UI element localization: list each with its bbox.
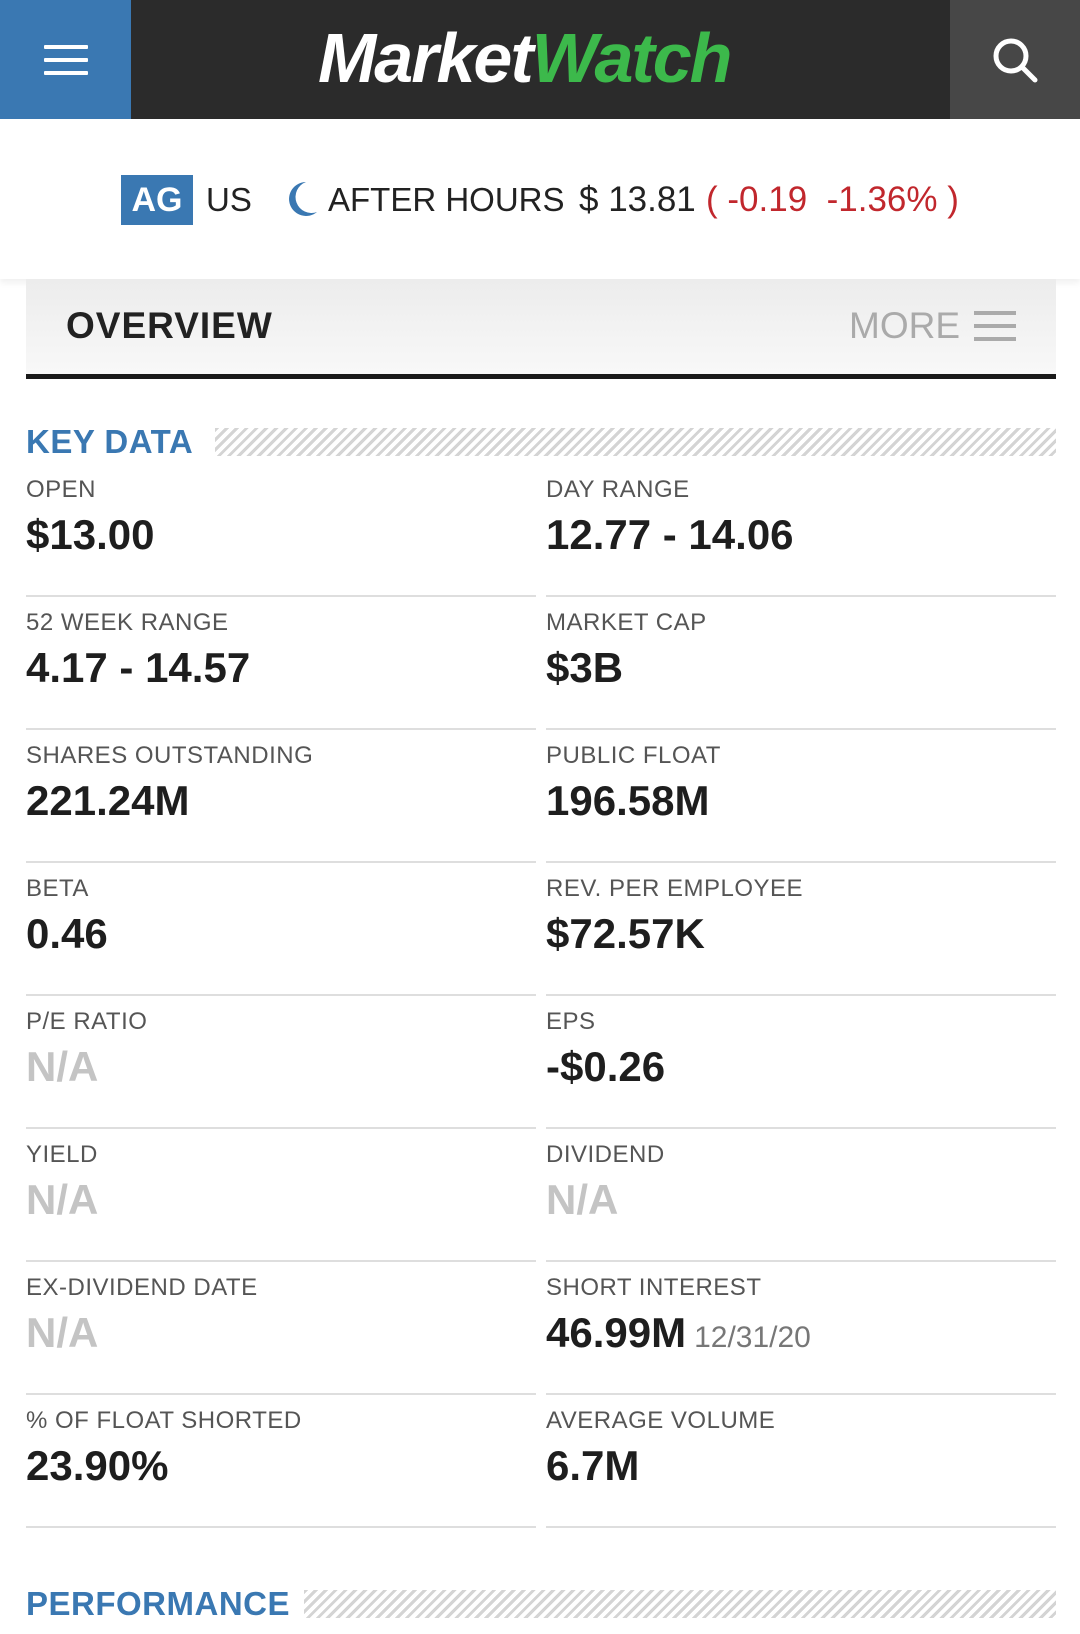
section-header-performance: PERFORMANCE [26, 1584, 1056, 1624]
key-data-value: -$0.26 [546, 1040, 665, 1094]
key-data-value: 0.46 [26, 907, 108, 961]
key-data-value-text: 0.46 [26, 910, 108, 957]
key-data-item: % OF FLOAT SHORTED 23.90% [26, 1395, 536, 1528]
search-icon [993, 38, 1038, 82]
key-data-label: PUBLIC FLOAT [546, 742, 721, 769]
key-data-value-text: $13.00 [26, 511, 155, 558]
section-header-key-data: KEY DATA [26, 422, 1056, 462]
key-data-value-text: N/A [26, 1176, 99, 1223]
key-data-item: REV. PER EMPLOYEE $72.57K [546, 863, 1056, 996]
key-data-value: $13.00 [26, 508, 154, 562]
key-data-item: EPS -$0.26 [546, 996, 1056, 1129]
key-data-item: OPEN $13.00 [26, 464, 536, 597]
overview-tab-bar: OVERVIEW MORE [26, 279, 1056, 379]
key-data-item: YIELD N/A [26, 1129, 536, 1262]
key-data-label: DAY RANGE [546, 476, 690, 503]
quote-strip: AG US AFTER HOURS $ 13.81 ( -0.19 -1.36%… [0, 119, 1080, 279]
key-data-value: 196.58M [546, 774, 709, 828]
key-data-date: 12/31/20 [694, 1321, 811, 1354]
key-data-label: P/E RATIO [26, 1008, 148, 1035]
key-data-value-text: $72.57K [546, 910, 705, 957]
search-button[interactable] [950, 0, 1080, 119]
key-data-value: 6.7M [546, 1439, 639, 1493]
key-data-value-text: 23.90% [26, 1442, 169, 1489]
key-data-label: % OF FLOAT SHORTED [26, 1407, 302, 1434]
key-data-value-text: 196.58M [546, 777, 710, 824]
key-data-item: DIVIDEND N/A [546, 1129, 1056, 1262]
key-data-label: REV. PER EMPLOYEE [546, 875, 804, 902]
key-data-value-text: 4.17 - 14.57 [26, 644, 251, 691]
more-label: MORE [849, 305, 960, 346]
key-data-item: SHARES OUTSTANDING 221.24M [26, 730, 536, 863]
key-data-value-text: 46.99M [546, 1309, 687, 1356]
top-nav-bar: Market Watch [0, 0, 1080, 119]
key-data-value: $3B [546, 641, 623, 695]
key-data-label: EX-DIVIDEND DATE [26, 1274, 258, 1301]
key-data-value: N/A [546, 1173, 618, 1227]
key-data-value-text: -$0.26 [546, 1043, 666, 1090]
key-data-item: BETA 0.46 [26, 863, 536, 996]
key-data-value: 221.24M [26, 774, 189, 828]
key-data-item: PUBLIC FLOAT 196.58M [546, 730, 1056, 863]
menu-lines-icon [974, 311, 1016, 341]
hatch-divider [304, 1590, 1056, 1618]
key-data-value: 23.90% [26, 1439, 168, 1493]
key-data-label: OPEN [26, 476, 97, 503]
key-data-value: N/A [26, 1173, 98, 1227]
key-data-label: SHARES OUTSTANDING [26, 742, 314, 769]
key-data-label: YIELD [26, 1141, 98, 1168]
key-data-value: 46.99M 12/31/20 [546, 1306, 811, 1365]
key-data-label: DIVIDEND [546, 1141, 665, 1168]
logo-market-text: Market [318, 19, 534, 97]
key-data-item: AVERAGE VOLUME 6.7M [546, 1395, 1056, 1528]
exchange-label: US [206, 181, 252, 218]
tab-overview[interactable]: OVERVIEW [66, 305, 273, 346]
key-data-value: 4.17 - 14.57 [26, 641, 250, 695]
marketwatch-logo[interactable]: Market Watch [318, 18, 733, 98]
key-data-value-text: N/A [26, 1309, 99, 1356]
key-data-label: 52 WEEK RANGE [26, 609, 229, 636]
key-data-value-text: 12.77 - 14.06 [546, 511, 794, 558]
price-change: ( -0.19 -1.36% ) [706, 180, 959, 219]
key-data-item: EX-DIVIDEND DATE N/A [26, 1262, 536, 1395]
key-data-label: BETA [26, 875, 89, 902]
key-data-label: EPS [546, 1008, 596, 1035]
key-data-label: MARKET CAP [546, 609, 707, 636]
hamburger-icon [43, 44, 88, 75]
key-data-label: SHORT INTEREST [546, 1274, 762, 1301]
more-menu-button[interactable]: MORE [849, 305, 1016, 347]
key-data-value-text: N/A [546, 1176, 619, 1223]
key-data-value-text: 6.7M [546, 1442, 640, 1489]
key-data-value-text: $3B [546, 644, 624, 691]
key-data-value-text: N/A [26, 1043, 99, 1090]
key-data-value: N/A [26, 1040, 98, 1094]
key-data-item: DAY RANGE 12.77 - 14.06 [546, 464, 1056, 597]
session-label: AFTER HOURS [328, 181, 565, 218]
key-data-value-text: 221.24M [26, 777, 190, 824]
section-title: KEY DATA [26, 423, 194, 460]
last-price: $ 13.81 [579, 180, 696, 219]
key-data-item: P/E RATIO N/A [26, 996, 536, 1129]
section-title: PERFORMANCE [26, 1585, 291, 1622]
key-data-label: AVERAGE VOLUME [546, 1407, 776, 1434]
key-data-value: 12.77 - 14.06 [546, 508, 794, 562]
key-data-value: N/A [26, 1306, 98, 1360]
moon-icon [289, 182, 317, 216]
key-data-item: MARKET CAP $3B [546, 597, 1056, 730]
hamburger-menu-button[interactable] [0, 0, 131, 119]
key-data-item: SHORT INTEREST 46.99M 12/31/20 [546, 1262, 1056, 1395]
hatch-divider [215, 428, 1056, 456]
ticker-badge: AG [121, 175, 193, 225]
logo-watch-text: Watch [531, 19, 733, 97]
key-data-value: $72.57K [546, 907, 705, 961]
key-data-item: 52 WEEK RANGE 4.17 - 14.57 [26, 597, 536, 730]
